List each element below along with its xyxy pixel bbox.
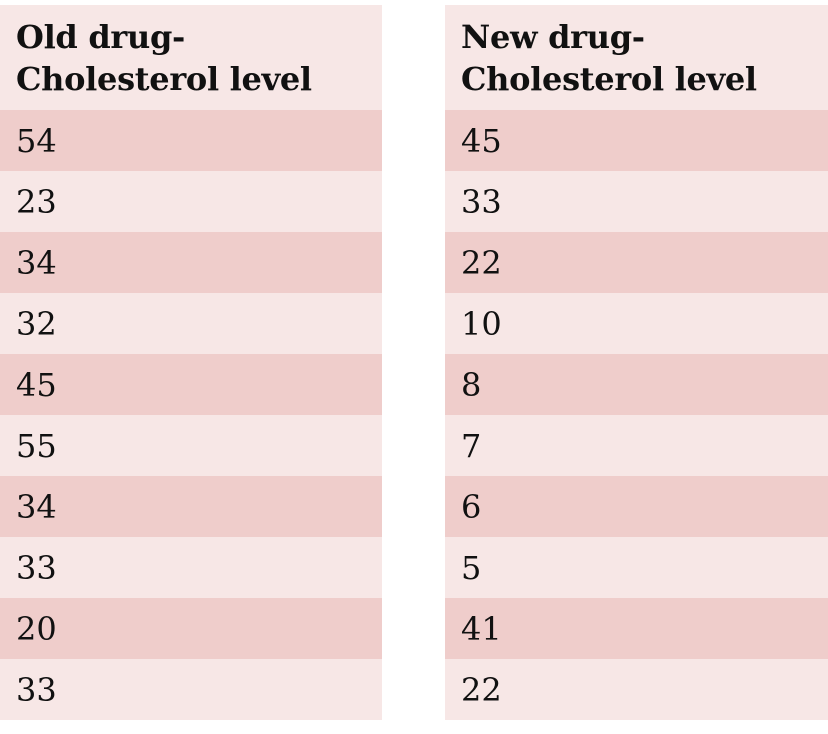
- table-cell: 34: [16, 243, 57, 282]
- table-row: 10: [445, 293, 828, 354]
- table-row: 55: [0, 415, 382, 476]
- header-line-2: Cholesterol level: [16, 59, 312, 98]
- table-cell: 5: [461, 548, 482, 587]
- table-cell: 6: [461, 487, 482, 526]
- table-cell: 23: [16, 182, 57, 221]
- table-cell: 33: [461, 182, 502, 221]
- table-row: 34: [0, 476, 382, 537]
- table-cell: 45: [16, 365, 57, 404]
- table-row: 5: [445, 537, 828, 598]
- table-row: 33: [0, 537, 382, 598]
- header-line-1: New drug-: [461, 17, 645, 56]
- table-header-row: Old drug- Cholesterol level: [0, 5, 382, 110]
- new-drug-table: New drug- Cholesterol level 45 33 22 10 …: [445, 5, 828, 720]
- table-row: 22: [445, 232, 828, 293]
- table-cell: 10: [461, 304, 502, 343]
- table-row: 45: [445, 110, 828, 171]
- column-header-old-drug: Old drug- Cholesterol level: [0, 5, 382, 110]
- table-cell: 22: [461, 243, 502, 282]
- table-cell: 45: [461, 121, 502, 160]
- table-row: 54: [0, 110, 382, 171]
- table-row: 33: [0, 659, 382, 720]
- header-line-1: Old drug-: [16, 17, 186, 56]
- table-cell: 41: [461, 609, 502, 648]
- old-drug-table: Old drug- Cholesterol level 54 23 34 32 …: [0, 5, 382, 720]
- table-cell: 54: [16, 121, 57, 160]
- table-row: 20: [0, 598, 382, 659]
- table-cell: 32: [16, 304, 57, 343]
- table-row: 7: [445, 415, 828, 476]
- table-cell: 33: [16, 548, 57, 587]
- header-line-2: Cholesterol level: [461, 59, 757, 98]
- table-cell: 20: [16, 609, 57, 648]
- table-row: 32: [0, 293, 382, 354]
- table-row: 23: [0, 171, 382, 232]
- table-row: 8: [445, 354, 828, 415]
- column-header-new-drug: New drug- Cholesterol level: [445, 5, 828, 110]
- table-row: 22: [445, 659, 828, 720]
- table-row: 6: [445, 476, 828, 537]
- table-cell: 22: [461, 670, 502, 709]
- table-row: 33: [445, 171, 828, 232]
- table-row: 41: [445, 598, 828, 659]
- table-row: 45: [0, 354, 382, 415]
- table-cell: 33: [16, 670, 57, 709]
- table-cell: 55: [16, 426, 57, 465]
- table-cell: 8: [461, 365, 482, 404]
- table-row: 34: [0, 232, 382, 293]
- table-cell: 7: [461, 426, 482, 465]
- table-cell: 34: [16, 487, 57, 526]
- table-header-row: New drug- Cholesterol level: [445, 5, 828, 110]
